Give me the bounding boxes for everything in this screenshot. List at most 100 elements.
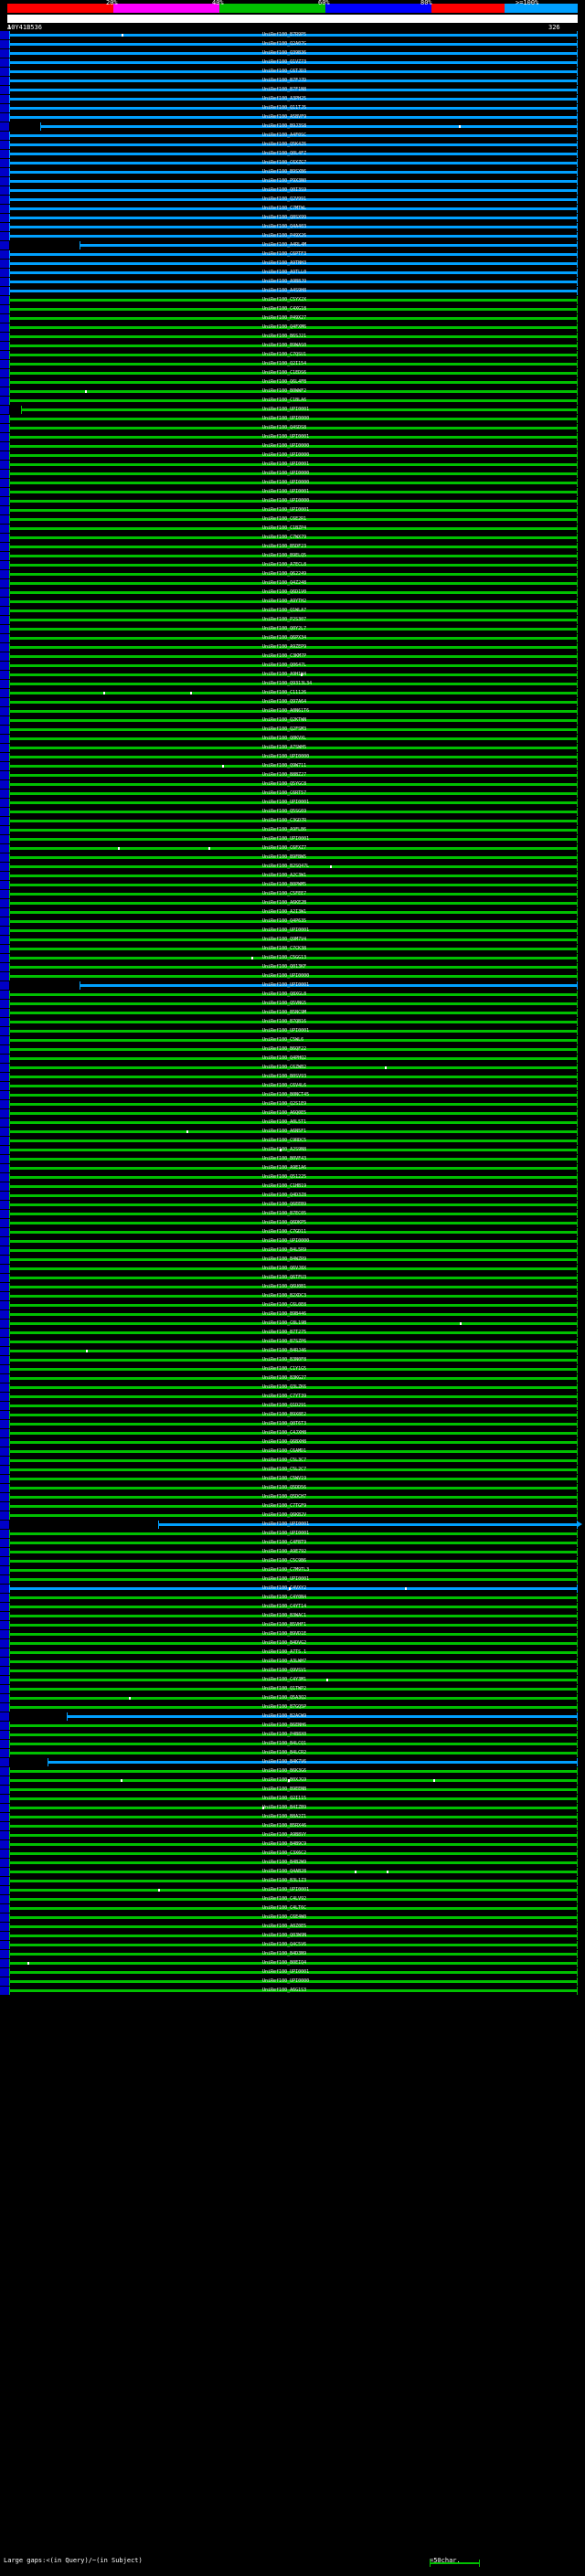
table-row[interactable]: UniRef100_Q5VNG5 xyxy=(0,1000,585,1009)
alignment-bar[interactable] xyxy=(8,1468,578,1471)
alignment-bar[interactable] xyxy=(8,509,578,512)
table-row[interactable]: UniRef100_B6SJ21 xyxy=(0,333,585,342)
table-row[interactable]: UniRef100_A6G1S3 xyxy=(0,1987,585,1996)
subject-id-label[interactable]: UniRef100_P49X26 xyxy=(262,233,307,239)
alignment-bar[interactable] xyxy=(8,427,578,429)
subject-id-label[interactable]: UniRef100_Q1VZ73 xyxy=(262,59,307,65)
alignment-bar[interactable] xyxy=(8,683,578,685)
subject-id-label[interactable]: UniRef100_Q013KF xyxy=(262,964,307,970)
subject-id-label[interactable]: UniRef100_Q4SDS8 xyxy=(262,425,307,430)
subject-id-label[interactable]: UniRef100_A2S9N8 xyxy=(262,1147,307,1152)
subject-id-label[interactable]: UniRef100_Q5DD56 xyxy=(262,1485,307,1490)
alignment-bar[interactable] xyxy=(8,1532,578,1535)
table-row[interactable]: UniRef100_A0Z0E5 xyxy=(0,1923,585,1932)
table-row[interactable]: UniRef100_Q97A64 xyxy=(0,698,585,707)
subject-id-label[interactable]: UniRef100_Q4PHQ2 xyxy=(262,1055,307,1061)
alignment-bar[interactable] xyxy=(8,838,578,841)
table-row[interactable]: UniRef100_B2SQ47L xyxy=(0,863,585,872)
alignment-bar[interactable] xyxy=(8,1962,578,1965)
table-row[interactable]: UniRef100_C11126 xyxy=(0,689,585,698)
table-row[interactable]: UniRef100_Q6DKP5 xyxy=(0,1219,585,1228)
alignment-bar[interactable] xyxy=(8,134,578,137)
table-row[interactable]: UniRef100_A4S9H8 xyxy=(0,287,585,296)
alignment-bar[interactable] xyxy=(8,1295,578,1298)
subject-id-label[interactable]: UniRef100_C7GD11 xyxy=(262,1229,307,1235)
subject-id-label[interactable]: UniRef100_Q5YGC8 xyxy=(262,781,307,787)
alignment-bar[interactable] xyxy=(8,1542,578,1544)
alignment-bar[interactable] xyxy=(8,454,578,457)
subject-id-label[interactable]: UniRef100_C3GD7R xyxy=(262,818,307,823)
alignment-bar[interactable] xyxy=(8,1405,578,1407)
subject-id-label[interactable]: UniRef100_C6FXZ7 xyxy=(262,845,307,851)
table-row[interactable]: UniRef100_Q6D1V0 xyxy=(0,588,585,598)
alignment-bar[interactable] xyxy=(8,1277,578,1279)
subject-id-label[interactable]: UniRef100_B6QF22 xyxy=(262,1046,307,1052)
alignment-bar[interactable] xyxy=(8,1450,578,1453)
subject-id-label[interactable]: UniRef100_C6E4W0 xyxy=(262,1914,307,1920)
alignment-bar[interactable] xyxy=(8,1076,578,1078)
alignment-bar[interactable] xyxy=(8,801,578,804)
subject-id-label[interactable]: UniRef100_B4K7V6 xyxy=(262,1759,307,1765)
alignment-bar[interactable] xyxy=(8,363,578,366)
table-row[interactable]: UniRef100_B7FJ7D xyxy=(0,77,585,86)
table-row[interactable]: UniRef100_C7GD11 xyxy=(0,1228,585,1237)
alignment-bar[interactable] xyxy=(8,1770,578,1773)
alignment-bar[interactable] xyxy=(8,1085,578,1087)
table-row[interactable]: UniRef100_Q0I3S9 xyxy=(0,186,585,196)
alignment-bar[interactable] xyxy=(8,500,578,503)
alignment-bar[interactable] xyxy=(8,1203,578,1206)
table-row[interactable]: UniRef100_Q2I115 xyxy=(0,1795,585,1804)
alignment-bar[interactable] xyxy=(8,345,578,347)
alignment-bar[interactable] xyxy=(8,619,578,621)
alignment-bar[interactable] xyxy=(8,1341,578,1343)
table-row[interactable]: UniRef100_UPI0000 xyxy=(0,479,585,488)
alignment-bar[interactable] xyxy=(8,1697,578,1700)
table-row[interactable]: UniRef100_C1Y1G5 xyxy=(0,1365,585,1374)
table-row[interactable]: UniRef100_C4LV92 xyxy=(0,1895,585,1904)
table-row[interactable]: UniRef100_A0L5T1 xyxy=(0,1118,585,1128)
table-row[interactable]: UniRef100_C4Y3M1 xyxy=(0,1676,585,1685)
subject-id-label[interactable]: UniRef100_B9B446 xyxy=(262,1311,307,1317)
table-row[interactable]: UniRef100_B0EIQ4 xyxy=(0,1959,585,1968)
subject-id-label[interactable]: UniRef100_B0WWF2 xyxy=(262,388,307,394)
alignment-bar[interactable] xyxy=(8,162,578,164)
table-row[interactable]: UniRef100_C8L19B xyxy=(0,1320,585,1329)
table-row[interactable]: UniRef100_B7R9P5 xyxy=(0,31,585,40)
table-row[interactable]: UniRef100_B9FBW5 xyxy=(0,853,585,863)
subject-id-label[interactable]: UniRef100_C5L2C7 xyxy=(262,1467,307,1472)
table-row[interactable]: UniRef100_UPI0001 xyxy=(0,488,585,497)
subject-id-label[interactable]: UniRef100_B4WZR9 xyxy=(262,1256,307,1262)
table-row[interactable]: UniRef100_UPI0000 xyxy=(0,753,585,762)
alignment-bar[interactable] xyxy=(8,719,578,722)
subject-id-label[interactable]: UniRef100_B2ACW9 xyxy=(262,1713,307,1719)
table-row[interactable]: UniRef100_C4Y0N4 xyxy=(0,1594,585,1603)
table-row[interactable]: UniRef100_Q6TFU3 xyxy=(0,1274,585,1283)
alignment-bar[interactable] xyxy=(8,902,578,905)
alignment-bar[interactable] xyxy=(8,143,578,146)
alignment-bar[interactable] xyxy=(8,1012,578,1014)
alignment-bar[interactable] xyxy=(8,1140,578,1142)
subject-id-label[interactable]: UniRef100_C7QSU1 xyxy=(262,352,307,357)
subject-id-label[interactable]: UniRef100_Q1WLA7 xyxy=(262,608,307,613)
alignment-bar[interactable] xyxy=(8,281,578,283)
alignment-bar[interactable] xyxy=(8,673,578,676)
subject-id-label[interactable]: UniRef100_B6SJ21 xyxy=(262,334,307,339)
table-row[interactable]: UniRef100_B4IZB9 xyxy=(0,1804,585,1813)
subject-id-label[interactable]: UniRef100_Q3LZK6 xyxy=(262,1384,307,1390)
table-row[interactable]: UniRef100_B5RX46 xyxy=(0,1822,585,1831)
table-row[interactable]: UniRef100_P9X3N0 xyxy=(0,177,585,186)
table-row[interactable]: UniRef100_A9H1W4 xyxy=(0,671,585,680)
table-row[interactable]: UniRef100_Q62249 xyxy=(0,570,585,579)
subject-id-label[interactable]: UniRef100_UPI0001 xyxy=(262,1969,310,1975)
subject-id-label[interactable]: UniRef100_Q6D1V0 xyxy=(262,589,307,595)
table-row[interactable]: UniRef100_Q2S1E9 xyxy=(0,1100,585,1109)
table-row[interactable]: UniRef100_C4LT6C xyxy=(0,1904,585,1913)
alignment-bar[interactable] xyxy=(8,856,578,859)
table-row[interactable]: UniRef100_C5L2C7 xyxy=(0,1466,585,1475)
table-row[interactable]: UniRef100_A9ZEP9 xyxy=(0,643,585,652)
subject-id-label[interactable]: UniRef100_A9YTH2 xyxy=(262,599,307,604)
subject-id-label[interactable]: UniRef100_P2S307 xyxy=(262,617,307,622)
alignment-bar[interactable] xyxy=(8,1797,578,1800)
subject-id-label[interactable]: UniRef100_Q0T6T3 xyxy=(262,1421,307,1426)
alignment-bar[interactable] xyxy=(8,1971,578,1974)
